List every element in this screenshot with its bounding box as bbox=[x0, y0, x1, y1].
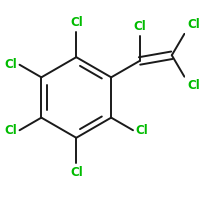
Text: Cl: Cl bbox=[70, 166, 83, 179]
Text: Cl: Cl bbox=[136, 124, 148, 137]
Text: Cl: Cl bbox=[4, 58, 17, 71]
Text: Cl: Cl bbox=[133, 20, 146, 33]
Text: Cl: Cl bbox=[70, 16, 83, 29]
Text: Cl: Cl bbox=[4, 124, 17, 137]
Text: Cl: Cl bbox=[187, 18, 200, 31]
Text: Cl: Cl bbox=[187, 79, 200, 92]
